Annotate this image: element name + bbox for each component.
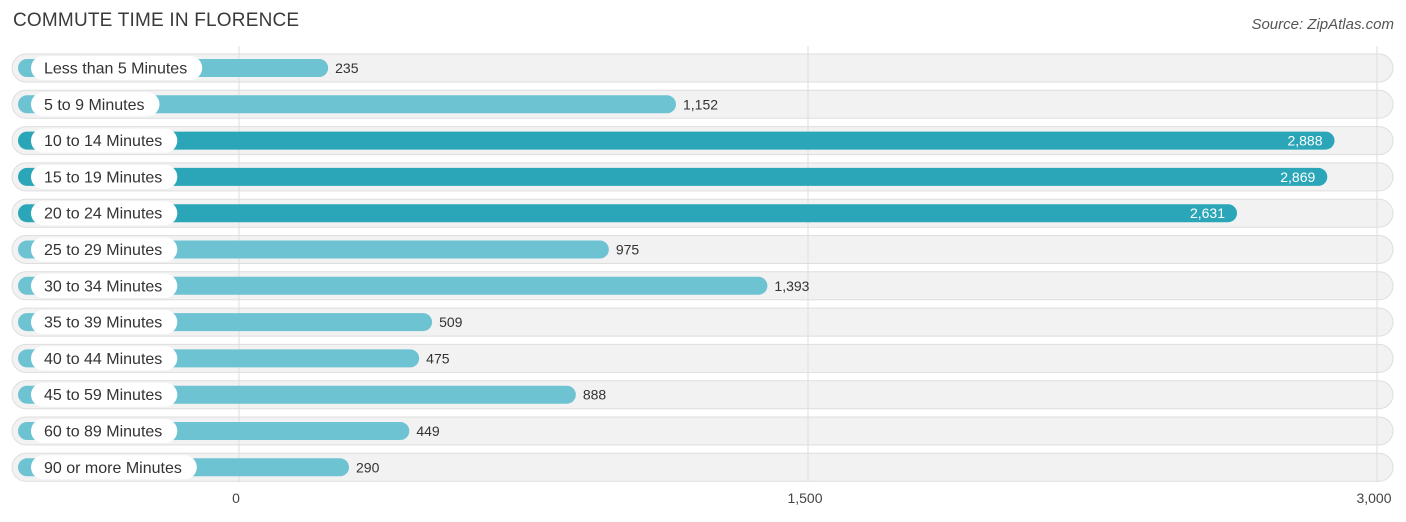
category-label: 25 to 29 Minutes	[44, 242, 162, 259]
bar-row: 35 to 39 Minutes 509	[18, 310, 463, 335]
bar	[18, 95, 676, 114]
source-note: Source: ZipAtlas.com	[1251, 16, 1394, 33]
category-pill	[31, 346, 178, 371]
value-label: 2,631	[1190, 205, 1225, 221]
value-label: 475	[426, 350, 450, 366]
bar-row: 10 to 14 Minutes 2,888	[18, 128, 1335, 153]
category-label: 35 to 39 Minutes	[44, 315, 162, 332]
category-label: 20 to 24 Minutes	[44, 206, 162, 223]
category-pill	[31, 128, 178, 153]
category-pill	[31, 273, 178, 298]
category-label: 10 to 14 Minutes	[44, 133, 162, 150]
gridlines	[238, 46, 1378, 482]
category-pill	[31, 56, 203, 80]
row-background	[11, 53, 1394, 83]
bar-row: 40 to 44 Minutes 475	[18, 346, 450, 371]
value-label: 1,393	[774, 278, 809, 294]
bar-row: 30 to 34 Minutes 1,393	[18, 273, 810, 298]
bar-row: 60 to 89 Minutes 449	[18, 419, 440, 443]
category-label: Less than 5 Minutes	[44, 61, 187, 78]
category-label: 30 to 34 Minutes	[44, 278, 162, 295]
category-pill	[31, 92, 160, 117]
value-label: 2,869	[1280, 169, 1315, 185]
category-label: 5 to 9 Minutes	[44, 97, 145, 114]
category-pill	[31, 382, 178, 407]
category-pill	[31, 164, 178, 189]
bar-row: 25 to 29 Minutes 975	[18, 237, 640, 262]
category-pill	[31, 310, 178, 335]
bar	[18, 167, 1328, 186]
row-background	[11, 452, 1394, 482]
bar	[18, 276, 768, 295]
value-label: 1,152	[683, 96, 718, 112]
value-label: 449	[416, 423, 440, 439]
x-tick-label: 3,000	[1356, 490, 1391, 506]
category-pill	[31, 455, 197, 480]
value-label: 888	[583, 387, 607, 403]
category-pill	[31, 201, 178, 226]
bar-row: 20 to 24 Minutes 2,631	[18, 201, 1238, 226]
bar-row: 45 to 59 Minutes 888	[18, 382, 607, 407]
category-pill	[31, 237, 178, 262]
x-axis: 0 1,500 3,000	[232, 490, 1392, 506]
value-label: 290	[356, 459, 380, 475]
bar-row: 5 to 9 Minutes 1,152	[18, 92, 718, 117]
category-label: 90 or more Minutes	[44, 460, 182, 477]
value-label: 975	[616, 242, 640, 258]
chart-title: COMMUTE TIME IN FLORENCE	[13, 10, 300, 31]
bar-row: Less than 5 Minutes 235	[18, 56, 359, 80]
value-label: 509	[439, 314, 463, 330]
rows-layer: Less than 5 Minutes 235 5 to 9 Minutes 1,15…	[11, 46, 1394, 482]
category-label: 45 to 59 Minutes	[44, 387, 162, 404]
x-tick-label: 1,500	[787, 490, 822, 506]
bar-row: 15 to 19 Minutes 2,869	[18, 164, 1328, 189]
bar-row: 90 or more Minutes 290	[18, 455, 380, 480]
category-label: 60 to 89 Minutes	[44, 424, 162, 441]
bar	[18, 131, 1335, 150]
x-tick-label: 0	[232, 490, 240, 506]
category-pill	[31, 419, 178, 443]
category-label: 40 to 44 Minutes	[44, 351, 162, 368]
bar	[18, 204, 1238, 223]
category-label: 15 to 19 Minutes	[44, 169, 162, 186]
value-label: 235	[335, 60, 359, 76]
value-label: 2,888	[1287, 133, 1322, 149]
